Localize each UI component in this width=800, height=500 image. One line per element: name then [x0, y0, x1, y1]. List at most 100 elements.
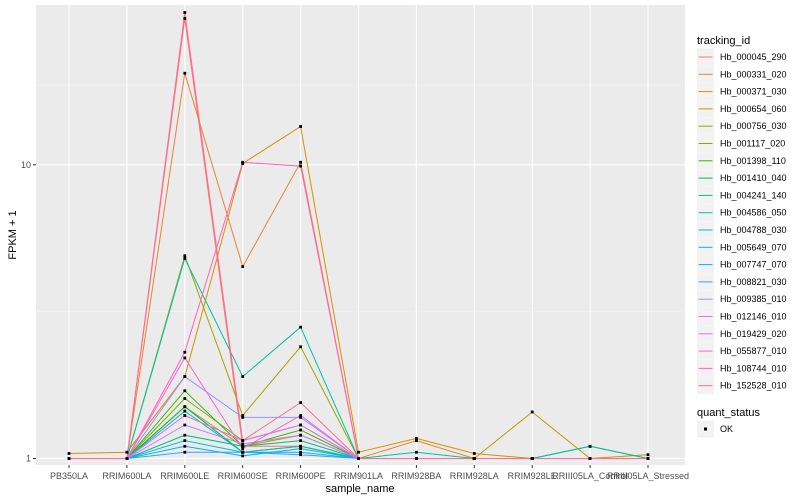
data-point	[646, 453, 650, 457]
data-point	[299, 414, 302, 417]
legend-label: Hb_004788_030	[720, 225, 787, 235]
legend-item-Hb_152528_010: Hb_152528_010	[697, 377, 787, 395]
data-point	[299, 345, 302, 349]
data-point	[299, 450, 302, 454]
legend-item-Hb_004586_050: Hb_004586_050	[697, 204, 787, 222]
data-point	[299, 453, 302, 457]
data-point	[183, 254, 187, 258]
data-point	[299, 423, 302, 427]
x-tick-label: RRIM928LA	[450, 471, 499, 481]
data-point	[183, 71, 187, 75]
data-point	[299, 325, 302, 329]
data-point	[241, 415, 245, 419]
legend-label: Hb_000331_020	[720, 69, 787, 79]
data-point	[415, 439, 418, 443]
x-tick-label: RRIM600SE	[218, 471, 268, 481]
data-point	[299, 125, 302, 128]
data-point	[646, 457, 650, 460]
x-tick-label: PB350LA	[50, 471, 88, 481]
data-point	[183, 17, 187, 20]
legend-label: Hb_005649_070	[720, 242, 787, 252]
legend-item-Hb_001117_020: Hb_001117_020	[697, 135, 785, 152]
legend-item-Hb_007747_070: Hb_007747_070	[697, 256, 787, 274]
legend-label: Hb_000756_030	[720, 121, 787, 131]
data-point	[241, 265, 245, 269]
x-tick-label: RRIII05LA_Control	[552, 471, 628, 481]
data-point	[357, 457, 360, 460]
legend-label: Hb_004586_050	[720, 208, 787, 218]
data-point	[299, 164, 302, 168]
data-point	[183, 256, 187, 260]
data-point	[183, 389, 187, 393]
legend-label: Hb_004241_140	[720, 190, 787, 200]
data-point	[183, 11, 187, 14]
data-point	[415, 437, 418, 440]
x-tick-label: RRIM928BA	[391, 471, 441, 481]
data-points	[67, 11, 650, 460]
data-point	[241, 450, 245, 454]
data-point	[183, 439, 187, 443]
data-point	[241, 444, 245, 448]
data-point	[241, 447, 245, 451]
data-point	[299, 439, 302, 443]
data-point	[183, 409, 187, 413]
x-tick-label: RRIM928LE	[508, 471, 557, 481]
data-point	[183, 375, 187, 378]
data-point	[241, 442, 245, 446]
data-point	[183, 350, 187, 354]
legend-label: Hb_007747_070	[720, 260, 787, 270]
x-tick-label: RRIM600LA	[102, 471, 151, 481]
legend-item-Hb_000756_030: Hb_000756_030	[697, 117, 787, 135]
data-point	[472, 452, 476, 455]
y-axis-title: FPKM + 1	[7, 210, 19, 259]
legend-label: Hb_019429_020	[720, 329, 787, 339]
legend-item-Hb_000371_030: Hb_000371_030	[697, 83, 787, 101]
square-marker-icon	[704, 427, 707, 431]
legend-label: Hb_108744_010	[720, 363, 787, 373]
legend-item-Hb_001410_040: Hb_001410_040	[697, 169, 787, 187]
plot-panel	[36, 5, 685, 465]
x-axis-title: sample_name	[325, 483, 394, 495]
legend-item-Hb_000331_020: Hb_000331_020	[697, 65, 787, 83]
data-point	[472, 457, 476, 460]
data-point	[299, 160, 302, 164]
x-tick-label: RRIM600PE	[276, 471, 326, 481]
data-point	[299, 401, 302, 404]
data-point	[125, 457, 129, 460]
legend-label: Hb_000045_290	[720, 52, 787, 62]
data-point	[530, 410, 534, 414]
legend-label: Hb_001117_020	[720, 139, 785, 149]
y-tick-label: 1	[26, 453, 31, 463]
data-point	[415, 457, 418, 460]
data-point	[183, 397, 187, 400]
legend-label: Hb_000654_060	[720, 104, 787, 114]
legend-label: Hb_009385_010	[720, 294, 787, 304]
data-point	[588, 457, 592, 460]
data-point	[183, 356, 187, 360]
data-point	[241, 414, 245, 417]
legend-item-Hb_004788_030: Hb_004788_030	[697, 221, 787, 239]
legend-item-Hb_055877_010: Hb_055877_010	[697, 342, 787, 360]
data-point	[183, 444, 187, 448]
grid	[36, 5, 685, 465]
data-point	[299, 433, 302, 437]
data-point	[183, 414, 187, 417]
data-point	[67, 457, 71, 460]
data-point	[357, 450, 360, 454]
legend-label: Hb_152528_010	[720, 381, 787, 391]
legend-label: Hb_008821_030	[720, 277, 787, 287]
legend-item-Hb_001398_110: Hb_001398_110	[697, 152, 786, 170]
data-point	[241, 454, 245, 458]
data-point	[183, 450, 187, 454]
data-point	[183, 423, 187, 427]
shape-legend-title: quant_status	[697, 407, 760, 419]
legend-label: Hb_001410_040	[720, 173, 787, 183]
legend-item-Hb_000045_290: Hb_000045_290	[697, 48, 787, 66]
legend-item-Hb_005649_070: Hb_005649_070	[697, 238, 787, 256]
legend-item-Hb_108744_010: Hb_108744_010	[697, 359, 787, 377]
legend-label: OK	[720, 424, 733, 434]
data-point	[415, 450, 418, 454]
data-point	[299, 447, 302, 451]
axes: 1 10 PB350LA RRIM600LA RRIM600LE RRIM600SE RRI…	[21, 160, 689, 481]
